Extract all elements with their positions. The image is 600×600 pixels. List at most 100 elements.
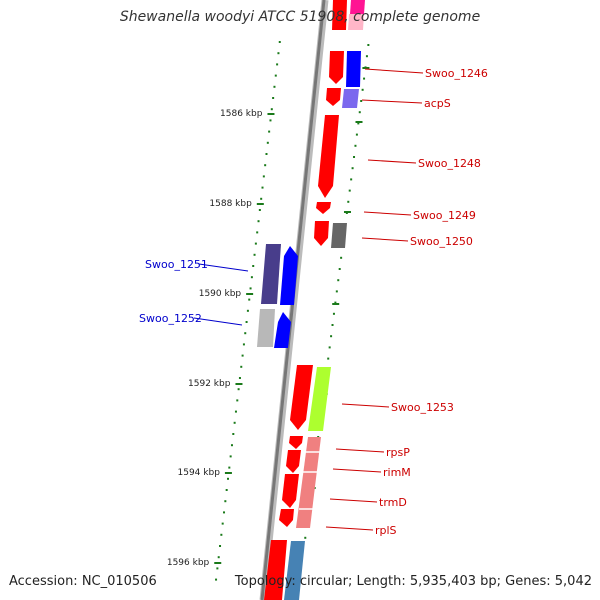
gene-arrow[interactable]: [350, 0, 365, 14]
ruler-tick: [343, 211, 351, 213]
ruler-dot: [276, 63, 279, 66]
gene-arrow-rpls[interactable]: [279, 509, 294, 527]
ruler-dot: [250, 276, 253, 279]
kbp-tick: [214, 562, 222, 564]
ruler-dot: [358, 111, 361, 114]
gene-arrow-acps[interactable]: [326, 88, 341, 106]
leader-line: [363, 211, 412, 216]
kbp-tick: [267, 113, 275, 115]
ruler-dot: [233, 421, 236, 424]
gene-label[interactable]: Swoo_1250: [410, 235, 473, 248]
gene-arrow[interactable]: [290, 365, 313, 430]
ruler-dot: [361, 88, 364, 91]
gene-arrow-rpsp[interactable]: [289, 436, 303, 449]
gene-arrow[interactable]: [284, 541, 305, 600]
ruler-dot: [258, 209, 261, 211]
ruler-dot: [245, 321, 248, 323]
leader-line: [335, 448, 385, 453]
ruler-dot: [236, 399, 239, 402]
ruler-dot: [253, 253, 256, 256]
ruler-dot: [260, 197, 263, 200]
leader-line: [361, 99, 423, 104]
ruler-dot: [357, 122, 360, 125]
gene-labels-right: Swoo_1246 acpS Swoo_1248 Swoo_1249 Swoo_1250…: [325, 67, 488, 537]
gene-arrow[interactable]: [296, 437, 321, 528]
gene-label[interactable]: Swoo_1248: [418, 157, 481, 170]
gene-arrow-swoo-1253[interactable]: [308, 367, 331, 431]
ruler-dot: [270, 108, 273, 111]
ruler-dot: [365, 55, 368, 58]
ruler-dot: [256, 231, 259, 234]
topology-text: Topology: circular; Length: 5,935,403 bp…: [234, 574, 592, 589]
gene-arrow[interactable]: [342, 89, 359, 108]
ruler-dot: [363, 77, 366, 80]
ruler-dot: [217, 556, 220, 559]
ruler-dot: [219, 545, 222, 547]
ruler-dot: [262, 175, 265, 178]
ruler-dot: [328, 346, 331, 349]
gene-arrow[interactable]: [280, 246, 298, 305]
gene-label[interactable]: rimM: [383, 466, 411, 479]
ruler-dot: [252, 265, 255, 267]
ruler-dot: [327, 357, 330, 360]
leader-line: [198, 263, 249, 272]
kbp-tick: [256, 203, 264, 205]
gene-arrow[interactable]: [274, 312, 291, 348]
gene-arrow[interactable]: [331, 223, 347, 248]
gene-label[interactable]: acpS: [424, 97, 451, 110]
ruler-dot: [261, 186, 264, 189]
gene-label[interactable]: rpsP: [386, 446, 410, 459]
kbp-labels: 1586 kbp 1588 kbp 1590 kbp 1592 kbp 1594 kbp…: [167, 109, 275, 568]
ruler-dot: [226, 477, 229, 480]
ruler-dot: [351, 167, 354, 170]
ruler-dot: [268, 130, 271, 133]
ruler-dot: [240, 365, 243, 368]
ruler-dot: [241, 354, 244, 357]
gene-arrow-swoo-1252[interactable]: [257, 309, 275, 347]
gene-label[interactable]: Swoo_1253: [391, 401, 454, 414]
gene-arrow[interactable]: [346, 51, 361, 87]
gene-arrow-swoo-1246[interactable]: [329, 51, 344, 84]
gene-label[interactable]: trmD: [379, 496, 407, 509]
ruler-dot: [221, 522, 224, 525]
gene-label[interactable]: Swoo_1251: [145, 258, 208, 271]
leader-line: [193, 317, 243, 326]
ruler-dot: [347, 200, 350, 203]
gene-arrow-trmd[interactable]: [282, 474, 299, 508]
ruler-dot: [232, 433, 235, 435]
leader-line: [329, 498, 378, 503]
ruler-dot: [237, 388, 240, 391]
gene-arrow-swoo-1248[interactable]: [318, 115, 339, 198]
gene-arrow-swoo-1250[interactable]: [314, 221, 329, 246]
ruler-dot: [254, 242, 257, 245]
gene-arrow-rimm[interactable]: [286, 450, 301, 473]
ruler-dot: [244, 332, 247, 335]
ruler-tick: [355, 121, 363, 123]
gene-label[interactable]: Swoo_1249: [413, 209, 476, 222]
ruler-dot: [225, 489, 228, 491]
gene-label[interactable]: Swoo_1246: [425, 67, 488, 80]
gene-label[interactable]: Swoo_1252: [139, 312, 202, 325]
gene-arrow[interactable]: [332, 0, 347, 30]
ruler-dot: [224, 500, 227, 503]
ruler-dot: [264, 164, 267, 167]
leader-line: [361, 237, 409, 242]
gene-arrow-swoo-1251[interactable]: [261, 244, 281, 304]
kbp-tick: [224, 472, 232, 474]
ruler-dot: [234, 410, 237, 413]
ruler-dot: [249, 287, 252, 290]
ruler-dot: [228, 466, 231, 469]
ruler-dot: [278, 41, 281, 43]
gene-arrow-swoo-1249[interactable]: [316, 202, 331, 214]
leader-line: [367, 159, 417, 164]
ruler-dot: [215, 578, 218, 581]
ruler-dot: [331, 324, 334, 326]
ruler-dot: [334, 301, 337, 304]
gene-features: [257, 0, 365, 600]
gene-arrow[interactable]: [264, 540, 287, 600]
gene-label[interactable]: rplS: [375, 524, 397, 537]
gene-arrow[interactable]: [348, 14, 364, 30]
ruler-dot: [332, 312, 335, 315]
ruler-dot: [257, 220, 260, 223]
ruler-dot: [360, 100, 363, 102]
